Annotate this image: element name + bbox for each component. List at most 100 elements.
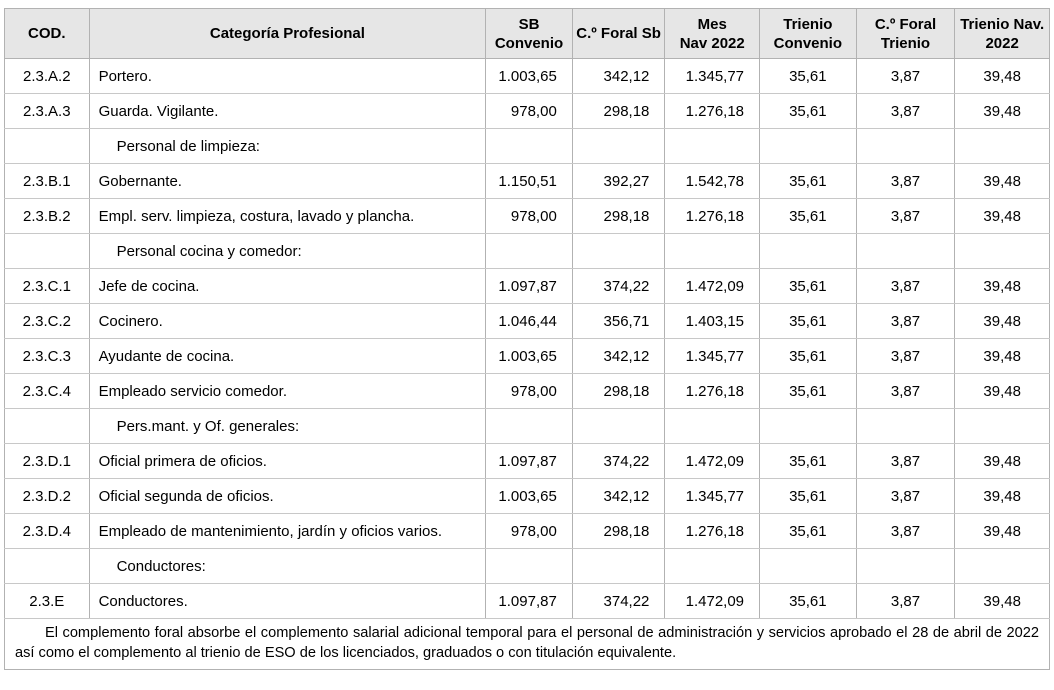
cell-value [855, 233, 956, 269]
column-header-foral-sb: C.º Foral Sb [571, 8, 666, 59]
cell-categoria: Ayudante de cocina. [88, 338, 487, 374]
cell-categoria: Portero. [88, 58, 487, 94]
cell-value [571, 233, 666, 269]
cell-cod: 2.3.C.3 [4, 338, 90, 374]
cell-value: 39,48 [954, 478, 1050, 514]
cell-categoria: Personal de limpieza: [88, 128, 487, 164]
cell-value: 3,87 [855, 583, 956, 619]
cell-value: 1.276,18 [664, 198, 761, 234]
cell-value: 39,48 [954, 268, 1050, 304]
cell-value: 35,61 [759, 443, 857, 479]
cell-value: 356,71 [571, 303, 666, 339]
cell-categoria: Guarda. Vigilante. [88, 93, 487, 129]
cell-value: 35,61 [759, 478, 857, 514]
cell-value [855, 408, 956, 444]
cell-value: 1.345,77 [664, 478, 761, 514]
cell-categoria: Jefe de cocina. [88, 268, 487, 304]
footnote-text: El complemento foral absorbe el compleme… [15, 625, 1039, 661]
cell-value: 3,87 [855, 513, 956, 549]
cell-categoria: Conductores: [88, 548, 487, 584]
cell-value: 374,22 [571, 583, 666, 619]
cell-value: 3,87 [855, 373, 956, 409]
cell-value: 1.003,65 [485, 58, 573, 94]
cell-value: 342,12 [571, 338, 666, 374]
cell-value: 1.542,78 [664, 163, 761, 199]
table-row: 2.3.C.4 Empleado servicio comedor. 978,00 2… [4, 373, 1050, 409]
cell-value [759, 408, 857, 444]
section-row: Personal cocina y comedor: [4, 233, 1050, 269]
table-row: 2.3.E Conductores. 1.097,87 374,22 1.472,09 3… [4, 583, 1050, 619]
cell-value: 1.345,77 [664, 338, 761, 374]
table-row: 2.3.D.4 Empleado de mantenimiento, jardín… [4, 513, 1050, 549]
cell-value [759, 128, 857, 164]
cell-value: 342,12 [571, 58, 666, 94]
cell-cod: 2.3.C.4 [4, 373, 90, 409]
cell-value [571, 128, 666, 164]
cell-value: 35,61 [759, 373, 857, 409]
cell-value [664, 128, 761, 164]
cell-value: 1.003,65 [485, 338, 573, 374]
cell-value [664, 408, 761, 444]
cell-value: 39,48 [954, 198, 1050, 234]
cell-value: 3,87 [855, 268, 956, 304]
cell-value [855, 128, 956, 164]
cell-value: 35,61 [759, 338, 857, 374]
cell-categoria: Pers.mant. y Of. generales: [88, 408, 487, 444]
cell-value [855, 548, 956, 584]
salary-table: COD. Categoría Profesional SB Convenio C.º … [4, 8, 1050, 670]
cell-value: 1.472,09 [664, 443, 761, 479]
cell-value: 39,48 [954, 373, 1050, 409]
table-row: 2.3.D.1 Oficial primera de oficios. 1.097,… [4, 443, 1050, 479]
table-row: 2.3.A.2 Portero. 1.003,65 342,12 1.345,77 35,… [4, 58, 1050, 94]
cell-value: 35,61 [759, 58, 857, 94]
header-row: COD. Categoría Profesional SB Convenio C.º … [4, 8, 1050, 59]
cell-categoria: Empleado servicio comedor. [88, 373, 487, 409]
column-header-foral-trienio: C.º Foral Trienio [855, 8, 956, 59]
table-row: 2.3.D.2 Oficial segunda de oficios. 1.003,… [4, 478, 1050, 514]
footnote-row: El complemento foral absorbe el compleme… [4, 618, 1050, 670]
cell-value: 1.403,15 [664, 303, 761, 339]
cell-value: 1.276,18 [664, 513, 761, 549]
cell-value: 39,48 [954, 583, 1050, 619]
table-row: 2.3.B.2 Empl. serv. limpieza, costura, la… [4, 198, 1050, 234]
cell-value: 1.276,18 [664, 93, 761, 129]
cell-value: 1.472,09 [664, 268, 761, 304]
cell-value: 39,48 [954, 443, 1050, 479]
table-row: 2.3.C.1 Jefe de cocina. 1.097,87 374,22 1.47… [4, 268, 1050, 304]
cell-categoria: Gobernante. [88, 163, 487, 199]
cell-value: 298,18 [571, 93, 666, 129]
column-header-trienio-nav-2022: Trienio Nav. 2022 [954, 8, 1050, 59]
cell-value: 35,61 [759, 513, 857, 549]
cell-value [759, 548, 857, 584]
cell-value: 298,18 [571, 198, 666, 234]
cell-value: 342,12 [571, 478, 666, 514]
cell-value: 39,48 [954, 303, 1050, 339]
cell-value: 1.003,65 [485, 478, 573, 514]
cell-value: 3,87 [855, 478, 956, 514]
cell-cod: 2.3.D.2 [4, 478, 90, 514]
cell-categoria: Oficial primera de oficios. [88, 443, 487, 479]
cell-value: 35,61 [759, 163, 857, 199]
cell-cod [4, 233, 90, 269]
cell-value: 35,61 [759, 268, 857, 304]
table-footer: El complemento foral absorbe el compleme… [4, 618, 1050, 670]
cell-value: 3,87 [855, 163, 956, 199]
cell-value: 298,18 [571, 513, 666, 549]
table-header: COD. Categoría Profesional SB Convenio C.º … [4, 8, 1050, 59]
cell-value: 39,48 [954, 93, 1050, 129]
cell-value [954, 548, 1050, 584]
cell-cod: 2.3.C.2 [4, 303, 90, 339]
cell-value: 978,00 [485, 513, 573, 549]
cell-value: 39,48 [954, 513, 1050, 549]
cell-value: 1.097,87 [485, 583, 573, 619]
cell-value: 35,61 [759, 93, 857, 129]
table-row: 2.3.C.3 Ayudante de cocina. 1.003,65 342,12… [4, 338, 1050, 374]
cell-value: 1.345,77 [664, 58, 761, 94]
cell-value: 39,48 [954, 58, 1050, 94]
cell-value: 1.097,87 [485, 268, 573, 304]
cell-value: 1.097,87 [485, 443, 573, 479]
section-row: Conductores: [4, 548, 1050, 584]
cell-cod [4, 408, 90, 444]
cell-cod [4, 128, 90, 164]
